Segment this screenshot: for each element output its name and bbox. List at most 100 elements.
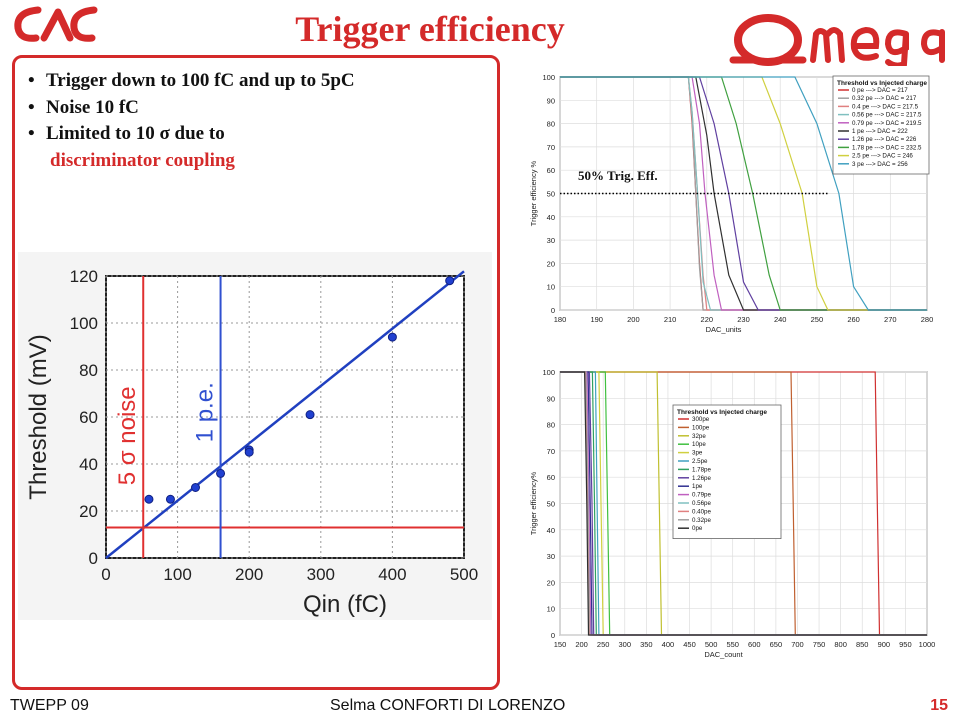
y-tick-label: 40 [547,526,555,535]
x-tick-label: 350 [640,640,653,649]
x-tick-label: 190 [590,315,603,324]
legend-entry: 0pe [692,525,703,532]
x-tick-label: 200 [235,565,263,584]
legend-box [832,75,930,175]
bullet-item: • Trigger down to 100 fC and up to 5pC [28,70,355,91]
x-tick-label: 270 [884,315,897,324]
legend-entry: 0.79pe [692,492,711,499]
x-tick-label: 230 [737,315,750,324]
x-tick-label: 200 [627,315,640,324]
legend-entry: 1pe [692,483,703,490]
legend-entry: 1.26 pe ---> DAC = 226 [852,136,917,143]
legend-entry: 0.4 pe ---> DAC = 217.5 [852,103,919,110]
x-tick-label: 900 [878,640,891,649]
x-tick-label: 280 [921,315,934,324]
y-tick-label: 60 [547,166,555,175]
y-tick-label: 90 [547,394,555,403]
footer-author: Selma CONFORTI DI LORENZO [330,697,566,714]
y-tick-label: 0 [551,306,555,315]
legend-entry: 0 pe ---> DAC = 217 [852,87,908,94]
y-tick-label: 70 [547,143,555,152]
data-point [216,468,226,478]
legend-entry: 32pe [692,433,706,440]
legend-title: Threshold vs Injected charge [837,80,927,87]
data-point [191,483,200,492]
legend-entry: 10pe [692,441,706,448]
legend-entry: 0.32pe [692,517,711,524]
x-axis-label: DAC_units [706,325,742,334]
page-title: Trigger efficiency [295,9,565,49]
y-axis-label: Trigger efficiency% [529,471,538,535]
x-tick-label: 180 [554,315,567,324]
y-tick-label: 0 [89,549,98,568]
x-tick-label: 500 [705,640,718,649]
footer-event: TWEPP 09 [10,697,89,714]
y-tick-label: 60 [79,408,98,427]
x-tick-label: 400 [378,565,406,584]
x-tick-label: 400 [662,640,675,649]
y-tick-label: 40 [547,213,555,222]
legend-entry: 0.40pe [692,508,711,515]
y-tick-label: 20 [547,578,555,587]
y-tick-label: 10 [547,283,555,292]
y-tick-label: 40 [79,455,98,474]
series-line [560,371,927,636]
x-tick-label: 550 [726,640,739,649]
y-tick-label: 120 [70,267,98,286]
y-tick-label: 100 [70,314,98,333]
legend-entry: 100pe [692,424,710,431]
y-tick-label: 20 [79,502,98,521]
legend-entry: 3 pe ---> DAC = 256 [852,161,908,168]
y-tick-label: 100 [542,73,555,82]
legend-entry: 0.32 pe ---> DAC = 217 [852,95,917,102]
legend-entry: 2.5 pe ---> DAC = 246 [852,153,913,160]
legend-entry: 1.78pe [692,466,711,473]
legend-entry: 1.26pe [692,475,711,482]
x-tick-label: 150 [554,640,567,649]
trigger-efficiency-chart-dac-units: 180 190 200 210 220 230 240 250 260 270 280 0 10 20 30… [529,73,934,334]
x-tick-label: 600 [748,640,761,649]
threshold-chart: 0 100 200 300 400 500 0 20 40 60 80 100 120 Qin (fC) T… [18,252,492,620]
x-tick-label: 800 [834,640,847,649]
x-tick-label: 260 [847,315,860,324]
legend-entry: 1.78 pe ---> DAC = 232.5 [852,144,922,151]
legend-entry: 0.79 pe ---> DAC = 219.5 [852,120,922,127]
fit-line [105,270,465,559]
x-tick-label: 200 [575,640,588,649]
fifty-percent-label: 50% Trig. Eff. [578,168,658,183]
bullet-text: Limited to 10 σ due to [46,123,225,145]
bullet-item: • Limited to 10 σ due to [28,123,225,145]
y-axis-label: Threshold (mV) [25,334,52,499]
series-line [560,76,927,311]
pe-marker-label: 1 p.e. [192,382,219,442]
y-tick-label: 20 [547,259,555,268]
y-tick-label: 80 [547,120,555,129]
x-tick-label: 250 [811,315,824,324]
noise-marker-label: 5 σ noise [114,386,141,485]
x-tick-label: 0 [101,565,110,584]
x-tick-label: 500 [450,565,478,584]
x-tick-label: 210 [664,315,677,324]
y-tick-label: 30 [547,552,555,561]
data-point [445,276,455,286]
y-tick-label: 50 [547,500,555,509]
data-point [387,332,397,342]
bullet-item: • Noise 10 fC [28,96,139,118]
x-tick-label: 100 [163,565,191,584]
data-point [305,410,315,420]
legend-title: Threshold vs Injected charge [677,409,767,416]
x-tick-label: 700 [791,640,804,649]
data-point [244,447,254,457]
x-tick-label: 220 [701,315,714,324]
x-tick-label: 950 [899,640,912,649]
y-tick-label: 80 [547,421,555,430]
x-tick-label: 250 [597,640,610,649]
x-tick-label: 300 [619,640,632,649]
x-axis-label: Qin (fC) [303,591,387,618]
x-axis-label: DAC_count [704,650,743,659]
y-tick-label: 0 [551,631,555,640]
x-tick-label: 1000 [919,640,936,649]
bullet-list: • Trigger down to 100 fC and up to 5pC • N… [28,68,355,174]
x-tick-label: 240 [774,315,787,324]
content-frame [12,55,500,690]
